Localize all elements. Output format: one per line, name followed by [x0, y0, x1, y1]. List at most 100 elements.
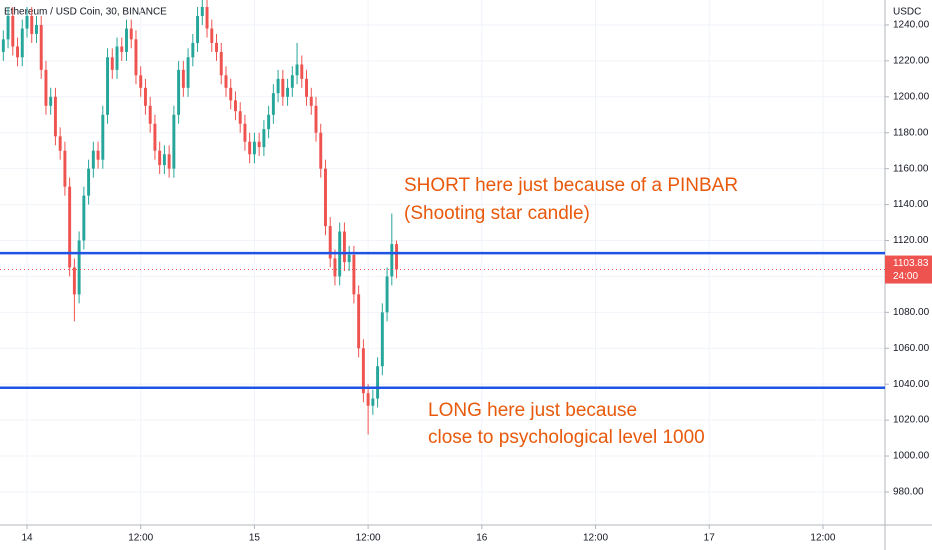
candle-body: [148, 105, 152, 124]
candle-body: [39, 24, 43, 70]
x-tick-label: 14: [21, 533, 33, 544]
candle-body: [53, 96, 57, 137]
y-tick-label: 1140.00: [893, 199, 929, 210]
annotation: (Shooting star candle): [404, 203, 590, 224]
candle-body: [181, 69, 185, 88]
candle-body: [333, 258, 337, 277]
candle-body: [63, 150, 67, 187]
candle-body: [271, 93, 275, 115]
candle-body: [11, 15, 15, 47]
y-tick-label: 1160.00: [893, 163, 929, 174]
candle-body: [77, 240, 81, 295]
candle-body: [167, 154, 171, 169]
y-tick-label: 1020.00: [893, 415, 930, 426]
candle-body: [82, 195, 86, 241]
y-tick-label: 1000.00: [893, 451, 930, 462]
candle-body: [143, 87, 147, 106]
candle-body: [352, 254, 356, 295]
last-price-box: [885, 255, 932, 284]
candle-body: [371, 398, 375, 406]
annotation: SHORT here just because of a PINBAR: [404, 175, 738, 196]
candle-body: [380, 312, 384, 367]
candle-body: [262, 129, 266, 148]
candle-body: [120, 46, 124, 52]
candle-body: [305, 78, 308, 97]
candle-body: [106, 57, 110, 115]
candle-body: [49, 96, 53, 106]
candle-body: [162, 154, 166, 166]
candle-body: [158, 150, 162, 166]
candle-body: [25, 15, 29, 29]
candle-body: [153, 123, 157, 151]
candle-body: [20, 28, 24, 58]
candle-body: [91, 150, 95, 169]
candle-body: [324, 168, 327, 227]
candle-body: [72, 267, 76, 295]
candle-body: [286, 87, 290, 97]
candle-body: [210, 28, 214, 43]
candle-body: [361, 348, 365, 394]
y-tick-label: 1060.00: [893, 343, 930, 354]
x-tick-label: 15: [249, 533, 261, 544]
candle-body: [35, 24, 38, 34]
x-tick-label: 12:00: [128, 533, 153, 544]
candle-body: [290, 75, 294, 88]
candle-body: [68, 186, 72, 268]
candle-body: [276, 78, 280, 94]
candle-body: [139, 75, 143, 88]
candle-body: [44, 69, 48, 106]
candle-body: [6, 15, 10, 40]
candle-body: [215, 42, 218, 52]
candle-body: [267, 114, 271, 130]
x-tick-label: 16: [476, 533, 488, 544]
candle-body: [129, 28, 133, 40]
candle-body: [376, 366, 380, 399]
candle-body: [134, 39, 138, 76]
candle-body: [390, 244, 394, 277]
candle-body: [314, 105, 318, 133]
annotation: close to psychological level 1000: [428, 427, 705, 448]
candle-body: [233, 100, 237, 112]
countdown-label: 24:00: [893, 271, 918, 282]
candle-body: [243, 123, 247, 142]
candle-body: [196, 15, 200, 43]
candle-body: [205, 7, 209, 29]
y-tick-label: 1040.00: [893, 379, 930, 390]
candle-body: [177, 69, 181, 115]
candle-body: [200, 7, 204, 16]
x-tick-label: 12:00: [583, 533, 608, 544]
candle-body: [87, 168, 91, 196]
candle-body: [366, 393, 370, 406]
y-tick-label: 1080.00: [893, 307, 930, 318]
candle-body: [110, 57, 114, 70]
chart-title: Ethereum / USD Coin, 30, BINANCE: [4, 7, 167, 18]
candle-body: [30, 15, 34, 34]
candle-body: [385, 276, 389, 313]
candle-body: [309, 96, 313, 106]
candle-body: [252, 141, 256, 155]
candle-body: [319, 132, 323, 169]
x-tick-label: 12:00: [356, 533, 381, 544]
y-tick-label: 1220.00: [893, 56, 930, 67]
y-tick-label: 1200.00: [893, 91, 930, 102]
candle-body: [125, 28, 128, 52]
y-tick-label: 1120.00: [893, 235, 929, 246]
candle-body: [229, 87, 233, 101]
candle-body: [224, 75, 228, 88]
last-price-label: 1103.83: [893, 258, 929, 269]
candle-body: [281, 78, 285, 97]
candle-body: [58, 136, 62, 151]
candle-body: [101, 114, 105, 160]
candle-body: [257, 141, 261, 148]
candle-body: [1, 39, 5, 52]
candle-body: [186, 57, 190, 88]
candle-body: [347, 254, 351, 263]
candle-body: [295, 64, 299, 76]
candle-body: [191, 42, 195, 58]
currency-label: USDC: [893, 7, 921, 18]
candle-body: [248, 141, 252, 155]
candle-body: [16, 46, 19, 58]
candle-body: [395, 244, 399, 270]
